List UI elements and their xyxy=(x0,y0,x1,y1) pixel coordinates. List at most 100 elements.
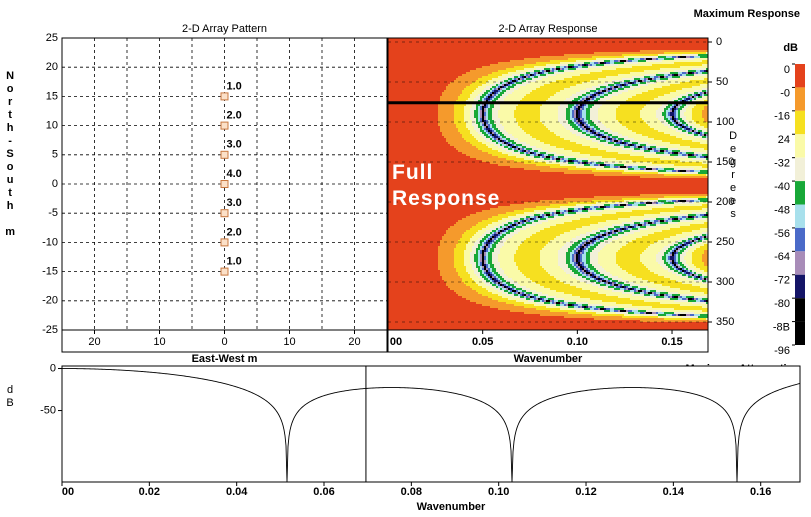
response-cell xyxy=(538,298,540,300)
response-cell xyxy=(588,130,590,132)
response-cell xyxy=(470,252,476,254)
response-cell xyxy=(480,108,482,110)
response-cell xyxy=(518,268,544,270)
response-cell xyxy=(558,108,566,110)
response-cell xyxy=(658,118,664,120)
response-cell xyxy=(572,126,578,128)
response-cell xyxy=(522,242,548,244)
element-weight-label: 4.0 xyxy=(227,168,242,180)
response-cell xyxy=(482,270,484,272)
response-cell xyxy=(618,208,652,210)
response-cell xyxy=(696,300,700,302)
response-cell xyxy=(672,74,674,76)
response-cell xyxy=(498,116,514,118)
response-cell xyxy=(620,284,622,286)
response-cell xyxy=(564,292,598,294)
response-cell xyxy=(604,162,618,164)
response-cell xyxy=(656,116,664,118)
response-cell xyxy=(600,308,604,310)
response-cell xyxy=(684,268,686,270)
response-cell xyxy=(678,268,680,270)
response-cell xyxy=(528,218,530,220)
response-cell xyxy=(454,108,464,110)
response-cell xyxy=(640,50,708,52)
response-cell xyxy=(590,206,594,208)
response-cell xyxy=(546,296,556,298)
response-cell xyxy=(546,74,556,76)
response-cell xyxy=(438,252,454,254)
response-cell xyxy=(478,222,492,224)
response-cell xyxy=(546,156,550,158)
response-cell xyxy=(614,142,616,144)
response-cell xyxy=(620,286,622,288)
response-cell xyxy=(570,274,578,276)
response-cell xyxy=(472,124,478,126)
response-cell xyxy=(530,144,550,146)
response-cell xyxy=(692,252,704,254)
response-cell xyxy=(548,154,554,156)
response-cell xyxy=(600,140,606,142)
response-cell xyxy=(510,232,518,234)
response-cell xyxy=(616,110,640,112)
response-cell xyxy=(638,84,648,86)
response-cell xyxy=(580,296,618,298)
response-cell xyxy=(488,224,498,226)
response-cell xyxy=(676,170,678,172)
response-cell xyxy=(510,82,512,84)
response-cell xyxy=(496,138,498,140)
response-cell xyxy=(696,270,704,272)
response-cell xyxy=(500,262,516,264)
response-cell xyxy=(676,96,682,98)
response-cell xyxy=(670,216,678,218)
response-cell xyxy=(590,134,594,136)
response-cell xyxy=(590,276,592,278)
response-cell xyxy=(594,196,664,198)
response-cell xyxy=(572,114,574,116)
response-cell xyxy=(692,276,694,278)
response-cell xyxy=(442,92,462,94)
response-cell xyxy=(388,238,442,240)
response-cell xyxy=(672,266,674,268)
response-cell xyxy=(502,284,504,286)
response-cell xyxy=(516,156,528,158)
response-cell xyxy=(668,266,672,268)
response-cell xyxy=(620,144,624,146)
response-cell xyxy=(582,116,586,118)
response-cell xyxy=(584,246,586,248)
response-cell xyxy=(526,80,536,82)
response-cell xyxy=(610,230,612,232)
response-cell xyxy=(528,76,530,78)
response-cell xyxy=(490,132,492,134)
response-cell xyxy=(586,96,588,98)
response-cell xyxy=(522,144,530,146)
response-cell xyxy=(596,94,598,96)
response-cell xyxy=(594,174,664,176)
response-cell xyxy=(540,214,542,216)
response-cell xyxy=(680,260,686,262)
response-cell xyxy=(492,240,494,242)
response-cell xyxy=(674,168,694,170)
response-cell xyxy=(578,270,580,272)
response-cell xyxy=(638,308,674,310)
response-cell xyxy=(486,270,488,272)
response-cell xyxy=(502,90,506,92)
response-cell xyxy=(524,130,550,132)
response-cell xyxy=(664,220,666,222)
response-cell xyxy=(618,60,620,62)
response-cell xyxy=(580,254,582,256)
response-cell xyxy=(602,66,632,68)
response-cell xyxy=(502,78,508,80)
response-cell xyxy=(704,236,706,238)
response-cell xyxy=(598,84,608,86)
response-cell xyxy=(532,218,534,220)
response-cell xyxy=(540,152,546,154)
response-cell xyxy=(498,98,504,100)
response-cell xyxy=(492,96,494,98)
response-cell xyxy=(482,280,486,282)
response-cell xyxy=(486,96,488,98)
response-cell xyxy=(680,258,684,260)
response-cell xyxy=(524,220,526,222)
response-cell xyxy=(514,210,534,212)
response-cell xyxy=(496,238,498,240)
response-cell xyxy=(484,126,486,128)
